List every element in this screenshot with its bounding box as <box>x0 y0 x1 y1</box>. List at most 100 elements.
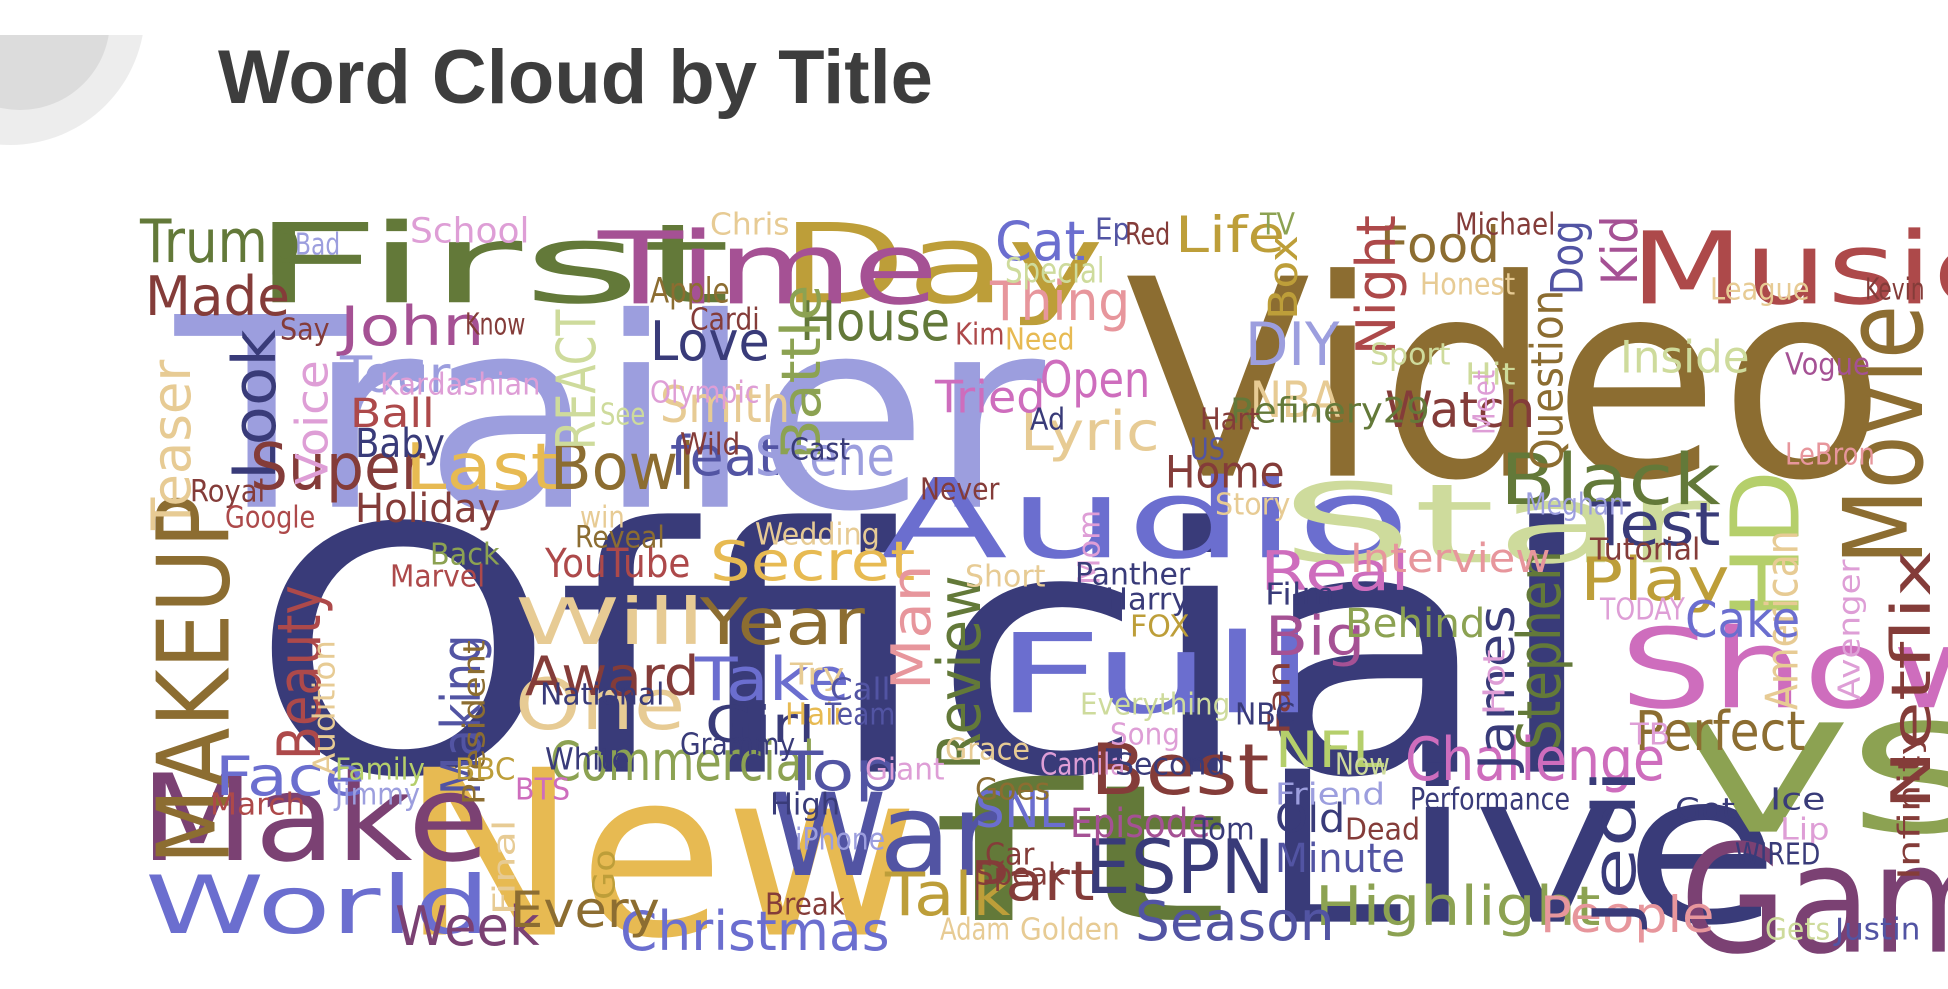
word-honest: Honest <box>1420 267 1516 303</box>
word-trailer: Trailer <box>175 262 1046 570</box>
word-grammy: Grammy <box>680 727 796 763</box>
word-kim: Kim <box>955 317 1005 353</box>
word-short: Short <box>965 559 1046 595</box>
word-meghan: Meghan <box>1525 487 1625 523</box>
word-back: Back <box>430 537 500 573</box>
word-every: Every <box>510 880 660 940</box>
word-kid: Kid <box>1590 215 1650 285</box>
word-olympic: Olympic <box>650 375 760 411</box>
word-voice: Voice <box>285 360 339 485</box>
word-hart: Hart <box>1200 402 1260 438</box>
word-will: Will <box>515 584 706 660</box>
word-season: Season <box>1135 889 1335 954</box>
word-film: Film <box>1265 577 1335 613</box>
word-us: US <box>1190 432 1225 468</box>
word-christmas: Christmas <box>620 899 890 964</box>
word-now: Now <box>1335 747 1390 783</box>
word-got: Got <box>1675 792 1736 828</box>
word-gets: Gets <box>1765 912 1831 948</box>
word-play: Play <box>1580 544 1730 615</box>
word-smith: Smith <box>660 375 791 435</box>
word-tom: Tom <box>1195 812 1255 848</box>
word-black: Black <box>1500 439 1721 521</box>
word-watch: Watch <box>1385 380 1536 440</box>
word-marvel: Marvel <box>390 559 486 595</box>
word-cat: Cat <box>995 209 1086 274</box>
word-show: Show <box>1620 606 1948 734</box>
word-video: Video <box>1125 221 1886 542</box>
word-break: Break <box>765 887 845 923</box>
word-hair: Hair <box>785 697 846 733</box>
word-special: Special <box>1005 251 1105 292</box>
word-week: Week <box>395 894 540 959</box>
word-grace: Grace <box>945 732 1031 768</box>
word-lyric: Lyric <box>1020 399 1160 464</box>
word-cloud: OfficialVideoTrailerNewLiveftVSGameFirst… <box>136 200 1948 975</box>
word-year: Year <box>700 584 865 660</box>
word-reveal: Reveal <box>575 520 665 556</box>
word-diy: DIY <box>1245 309 1340 380</box>
word-test: Test <box>1590 489 1721 560</box>
word-hit: Hit <box>1465 357 1516 393</box>
word-home: Home <box>1165 445 1285 499</box>
word-nba: NBA <box>1250 370 1341 430</box>
word-team: Team <box>825 697 896 733</box>
word-try: Try <box>790 657 845 693</box>
word-girl: Girl <box>705 695 816 755</box>
word-cake: Cake <box>1685 590 1801 650</box>
corner-decoration <box>0 0 150 160</box>
word-panther: Panther <box>1075 557 1191 593</box>
word-camila: Camila <box>1040 747 1126 783</box>
word-trump: Trump <box>140 206 301 277</box>
word-food: Food <box>1380 215 1500 275</box>
word-vs: VS <box>1680 692 1948 868</box>
word-say: Say <box>280 312 330 348</box>
word-white: White <box>545 742 630 778</box>
word-talk: Talk <box>885 859 1011 930</box>
word-nfl: NFL <box>1275 720 1385 780</box>
word-family: Family <box>335 752 425 788</box>
word-high: High <box>770 787 841 823</box>
word-man: Man <box>879 564 944 690</box>
word-star: Star <box>1280 461 1711 589</box>
word-live: Live <box>1260 727 1780 972</box>
word-music: Music <box>1630 211 1948 328</box>
word-performance: Performance <box>1410 782 1571 818</box>
word-car: Car <box>985 837 1035 873</box>
word-top: Top <box>780 739 900 804</box>
word-school: School <box>410 211 530 252</box>
word-wild: Wild <box>680 427 741 463</box>
word-official: Official <box>250 457 1601 853</box>
word-wired: WIRED <box>1735 837 1821 873</box>
word-jedi: Jedi <box>1579 769 1650 925</box>
word-espn: ESPN <box>1085 823 1275 911</box>
word-wedding: Wedding <box>755 517 880 553</box>
word-cast: Cast <box>790 432 851 468</box>
word-audio: Audio <box>880 456 1411 584</box>
word-march: March <box>210 787 306 823</box>
word-john: John <box>340 294 485 359</box>
word-made: Made <box>145 264 290 329</box>
word-dead: Dead <box>1345 812 1421 848</box>
word-take: Take <box>695 644 850 715</box>
word-youtube: YouTube <box>545 541 691 588</box>
word-golden: Golden <box>1020 912 1120 948</box>
word-highlight: Highlight <box>1315 874 1601 939</box>
word-infinity: Infinity <box>1892 729 1928 880</box>
word-harry: Harry <box>1105 582 1190 618</box>
word-minute: Minute <box>1275 836 1405 883</box>
word-justin: Justin <box>1835 912 1921 948</box>
word-kardashian: Kardashian <box>380 367 541 403</box>
word-ball: Ball <box>350 391 435 438</box>
word-box: Box <box>1261 235 1308 320</box>
word-goes: Goes <box>975 772 1051 808</box>
word-second: Second <box>1115 747 1226 783</box>
word-tour: Tour <box>340 345 451 405</box>
word-inside: Inside <box>1620 330 1750 384</box>
word-holiday: Holiday <box>355 486 501 533</box>
word-league: League <box>1710 272 1810 308</box>
word-full: Full <box>995 611 1316 739</box>
word-win: win <box>580 500 625 536</box>
word-jimmy: Jimmy <box>335 777 421 813</box>
word-house: House <box>800 289 951 354</box>
